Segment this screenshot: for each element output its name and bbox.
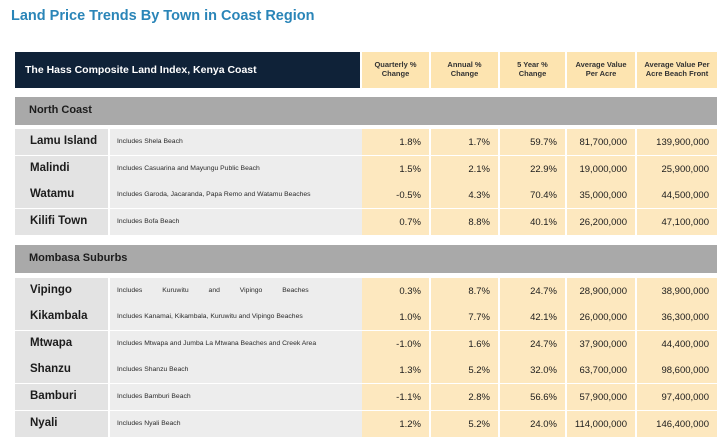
town-name: Kikambala: [15, 304, 108, 330]
header-average-value-beach-front: Average Value Per Acre Beach Front: [637, 52, 717, 88]
quarterly-change-value: 0.7%: [362, 209, 429, 235]
quarterly-change-value: -1.1%: [362, 384, 429, 410]
beach-front-value: 146,400,000: [637, 411, 717, 437]
town-description: Includes Shanzu Beach: [110, 357, 373, 383]
town-description: Includes Mtwapa and Jumba La Mtwana Beac…: [110, 331, 373, 357]
beach-front-value: 38,900,000: [637, 278, 717, 304]
town-description: Includes Kanamai, Kikambala, Kuruwitu an…: [110, 304, 373, 330]
town-name: Mtwapa: [15, 331, 108, 357]
header-annual-change: Annual % Change: [431, 52, 498, 88]
average-value: 26,200,000: [567, 209, 635, 235]
five-year-change-value: 56.6%: [500, 384, 565, 410]
town-name: Kilifi Town: [15, 209, 108, 235]
table-row: Lamu Island Includes Shela Beach 1.8% 1.…: [15, 129, 717, 155]
town-description: Includes Kuruwitu and Vipingo Beaches: [110, 278, 373, 304]
town-description: Includes Shela Beach: [110, 129, 373, 155]
five-year-change-value: 24.7%: [500, 278, 565, 304]
average-value: 57,900,000: [567, 384, 635, 410]
annual-change-value: 7.7%: [431, 304, 498, 330]
quarterly-change-value: 1.8%: [362, 129, 429, 155]
beach-front-value: 139,900,000: [637, 129, 717, 155]
town-description: Includes Garoda, Jacaranda, Papa Remo an…: [110, 182, 373, 208]
town-name: Vipingo: [15, 278, 108, 304]
table-row: Vipingo Includes Kuruwitu and Vipingo Be…: [15, 278, 717, 304]
average-value: 19,000,000: [567, 156, 635, 182]
table-row: Shanzu Includes Shanzu Beach 1.3% 5.2% 3…: [15, 357, 717, 383]
five-year-change-value: 24.0%: [500, 411, 565, 437]
table-row: Malindi Includes Casuarina and Mayungu P…: [15, 156, 717, 182]
town-description: Includes Bofa Beach: [110, 209, 373, 235]
table-row: Kikambala Includes Kanamai, Kikambala, K…: [15, 304, 717, 330]
beach-front-value: 25,900,000: [637, 156, 717, 182]
average-value: 37,900,000: [567, 331, 635, 357]
annual-change-value: 1.7%: [431, 129, 498, 155]
average-value: 28,900,000: [567, 278, 635, 304]
five-year-change-value: 40.1%: [500, 209, 565, 235]
five-year-change-value: 22.9%: [500, 156, 565, 182]
header-quarterly-change: Quarterly % Change: [362, 52, 429, 88]
town-name: Shanzu: [15, 357, 108, 383]
town-name: Bamburi: [15, 384, 108, 410]
quarterly-change-value: -0.5%: [362, 182, 429, 208]
table-row: Kilifi Town Includes Bofa Beach 0.7% 8.8…: [15, 209, 717, 235]
town-description: Includes Bamburi Beach: [110, 384, 373, 410]
beach-front-value: 44,500,000: [637, 182, 717, 208]
five-year-change-value: 59.7%: [500, 129, 565, 155]
town-name: Watamu: [15, 182, 108, 208]
beach-front-value: 97,400,000: [637, 384, 717, 410]
annual-change-value: 8.8%: [431, 209, 498, 235]
quarterly-change-value: 1.3%: [362, 357, 429, 383]
annual-change-value: 2.1%: [431, 156, 498, 182]
five-year-change-value: 70.4%: [500, 182, 565, 208]
beach-front-value: 98,600,000: [637, 357, 717, 383]
page-title: Land Price Trends By Town in Coast Regio…: [11, 8, 315, 24]
table-row: Mtwapa Includes Mtwapa and Jumba La Mtwa…: [15, 331, 717, 357]
section-mombasa-suburbs: Mombasa Suburbs: [15, 245, 717, 273]
header-five-year-change: 5 Year % Change: [500, 52, 565, 88]
town-name: Nyali: [15, 411, 108, 437]
annual-change-value: 2.8%: [431, 384, 498, 410]
section-north-coast: North Coast: [15, 97, 717, 125]
average-value: 63,700,000: [567, 357, 635, 383]
town-description: Includes Casuarina and Mayungu Public Be…: [110, 156, 373, 182]
average-value: 81,700,000: [567, 129, 635, 155]
average-value: 35,000,000: [567, 182, 635, 208]
quarterly-change-value: 1.5%: [362, 156, 429, 182]
five-year-change-value: 32.0%: [500, 357, 565, 383]
table-row: Nyali Includes Nyali Beach 1.2% 5.2% 24.…: [15, 411, 717, 437]
beach-front-value: 47,100,000: [637, 209, 717, 235]
town-description: Includes Nyali Beach: [110, 411, 373, 437]
town-name: Malindi: [15, 156, 108, 182]
index-header: The Hass Composite Land Index, Kenya Coa…: [15, 52, 360, 88]
average-value: 26,000,000: [567, 304, 635, 330]
beach-front-value: 44,400,000: [637, 331, 717, 357]
annual-change-value: 8.7%: [431, 278, 498, 304]
header-average-value: Average Value Per Acre: [567, 52, 635, 88]
annual-change-value: 4.3%: [431, 182, 498, 208]
quarterly-change-value: -1.0%: [362, 331, 429, 357]
annual-change-value: 1.6%: [431, 331, 498, 357]
annual-change-value: 5.2%: [431, 357, 498, 383]
average-value: 114,000,000: [567, 411, 635, 437]
town-name: Lamu Island: [15, 129, 108, 155]
beach-front-value: 36,300,000: [637, 304, 717, 330]
quarterly-change-value: 0.3%: [362, 278, 429, 304]
five-year-change-value: 24.7%: [500, 331, 565, 357]
table-row: Bamburi Includes Bamburi Beach -1.1% 2.8…: [15, 384, 717, 410]
quarterly-change-value: 1.2%: [362, 411, 429, 437]
annual-change-value: 5.2%: [431, 411, 498, 437]
quarterly-change-value: 1.0%: [362, 304, 429, 330]
five-year-change-value: 42.1%: [500, 304, 565, 330]
table-row: Watamu Includes Garoda, Jacaranda, Papa …: [15, 182, 717, 208]
